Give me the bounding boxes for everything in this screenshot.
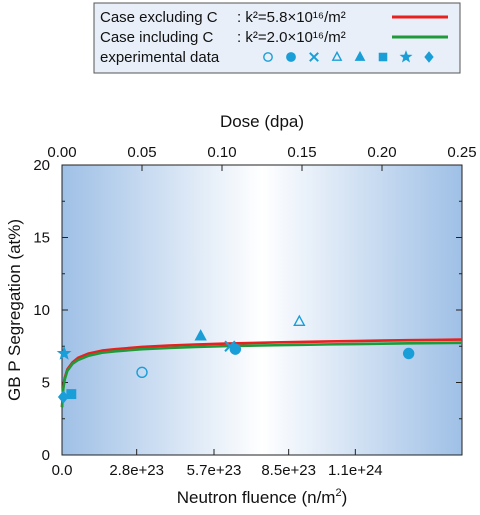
marker-circle-open: [263, 52, 273, 62]
legend-experimental-name: experimental data: [100, 49, 220, 66]
y-tick-label: 5: [42, 375, 50, 392]
y-tick-label: 0: [42, 447, 50, 464]
model-line-2: [60, 341, 463, 408]
marker-triangle-open: [293, 314, 306, 327]
y-tick-label: 10: [33, 302, 50, 319]
x-bottom-tick-label: 5.7e+23: [187, 462, 242, 479]
model-lines: [60, 338, 463, 408]
axis-ticks: 0.0 2.8e+23 5.7e+23 8.5e+23 1.1e+24 0.00 0.05 0…: [33, 144, 476, 479]
x-bottom-tick-label: 0.0: [52, 462, 73, 479]
marker-square-filled: [378, 52, 388, 62]
legend: Case excluding C : k²=5.8×10¹⁶/m² Case i…: [93, 2, 461, 74]
experimental-points: [56, 314, 415, 404]
top-axis-title: Dose (dpa): [220, 112, 304, 131]
x-top-tick-label: 0.20: [367, 144, 396, 161]
y-axis-title: GB P Segregation (at%): [5, 219, 24, 401]
plot-area: [61, 164, 463, 456]
x-bottom-tick-label: 1.1e+24: [328, 462, 383, 479]
marker-star-filled: [399, 50, 413, 63]
y-tick-label: 15: [33, 230, 50, 247]
marker-circle-open: [136, 366, 148, 379]
marker-diamond-filled: [424, 51, 434, 63]
x-top-tick-label: 0.05: [127, 144, 156, 161]
marker-triangle-filled: [194, 329, 207, 341]
legend-series-1-formula: : k²=5.8×10¹⁶/m²: [237, 9, 346, 26]
marker-star-filled: [56, 345, 72, 360]
x-bottom-tick-label: 2.8e+23: [109, 462, 164, 479]
marker-circle-filled: [402, 347, 415, 360]
marker-cross: [224, 340, 236, 352]
marker-circle-filled: [229, 343, 242, 355]
marker-circle-filled: [286, 52, 296, 62]
x-bottom-tick-label: 8.5e+23: [261, 462, 316, 479]
x-top-tick-label: 0.15: [287, 144, 316, 161]
marker-square-filled: [66, 389, 77, 400]
marker-triangle-filled: [354, 50, 366, 61]
marker-cross: [309, 52, 319, 62]
legend-experimental-markers: [263, 50, 434, 63]
legend-series-1-name: Case excluding C: [100, 9, 218, 26]
legend-series-2-formula-value: k²=2.0×10¹⁶/m²: [245, 29, 345, 46]
x-top-tick-label: 0.00: [47, 144, 76, 161]
marker-triangle-open: [331, 50, 343, 61]
legend-series-1-formula-value: k²=5.8×10¹⁶/m²: [245, 9, 345, 26]
marker-diamond-filled: [57, 390, 69, 404]
x-top-tick-label: 0.10: [207, 144, 236, 161]
legend-series-2-formula: : k²=2.0×10¹⁶/m²: [237, 29, 346, 46]
bottom-axis-title: Neutron fluence (n/m2): [177, 487, 348, 507]
legend-series-2-name: Case including C: [100, 29, 214, 46]
y-tick-label: 20: [33, 157, 50, 174]
x-top-tick-label: 0.25: [447, 144, 476, 161]
